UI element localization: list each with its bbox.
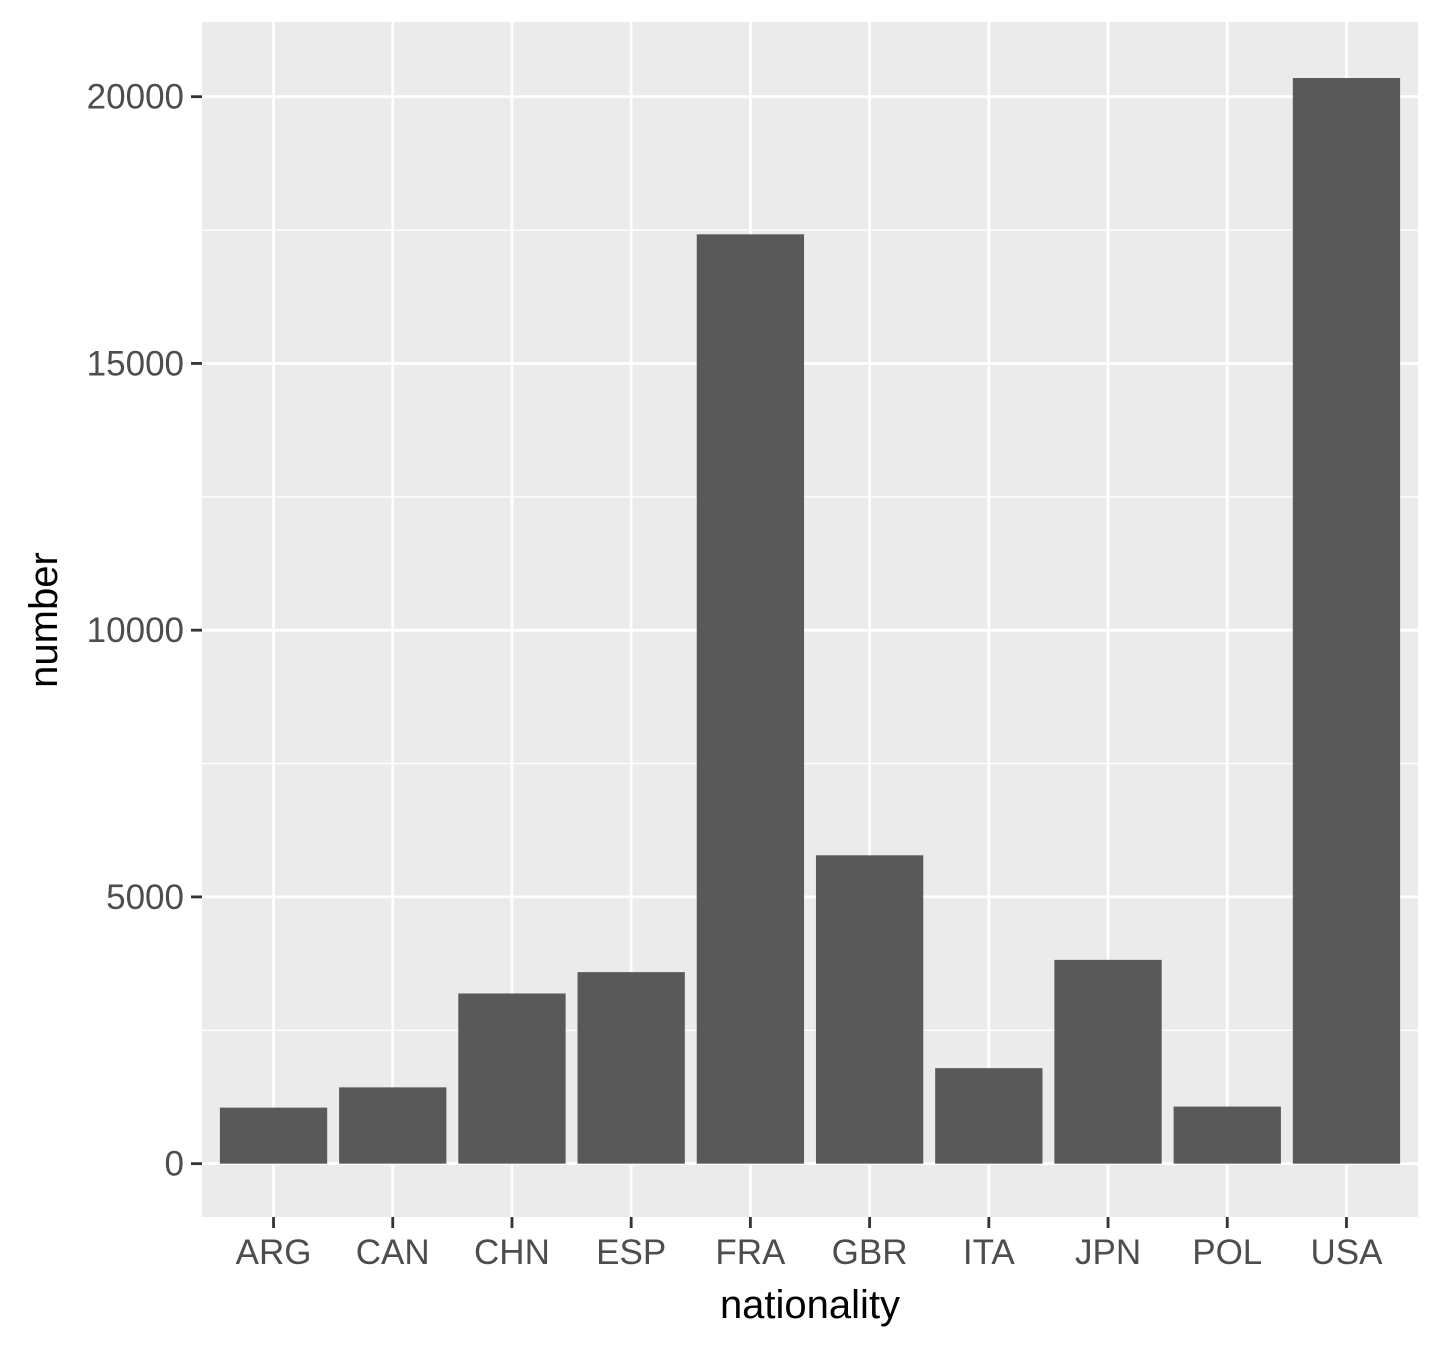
bar-chn [458, 993, 566, 1164]
x-tick-label: FRA [715, 1233, 786, 1272]
y-axis-title: number [22, 552, 66, 688]
x-axis-title: nationality [720, 1283, 900, 1327]
y-tick-label: 20000 [87, 78, 184, 117]
bar-ita [935, 1068, 1043, 1164]
bar-jpn [1054, 959, 1162, 1164]
bar-can [339, 1087, 447, 1164]
x-tick-label: USA [1310, 1233, 1383, 1272]
bars [219, 78, 1401, 1164]
y-tick-label: 0 [165, 1145, 184, 1184]
y-tick-label: 10000 [87, 611, 184, 650]
bar-usa [1292, 78, 1401, 1164]
x-axis: ARG CAN CHN ESP FRA GBR ITA JPN POL USA [236, 1217, 1383, 1272]
x-tick-label: JPN [1075, 1233, 1141, 1272]
bar-arg [219, 1107, 328, 1164]
x-tick-label: POL [1192, 1233, 1262, 1272]
y-axis: 0 5000 10000 15000 20000 [87, 78, 202, 1184]
x-tick-label: ARG [236, 1233, 312, 1272]
x-tick-label: ESP [596, 1233, 666, 1272]
bar-fra [696, 234, 805, 1164]
y-tick-label: 5000 [106, 878, 184, 917]
bar-pol [1173, 1106, 1281, 1164]
bar-gbr [815, 855, 924, 1164]
x-tick-label: GBR [832, 1233, 908, 1272]
y-tick-label: 15000 [87, 344, 184, 383]
x-tick-label: ITA [963, 1233, 1016, 1272]
x-tick-label: CAN [356, 1233, 430, 1272]
x-tick-label: CHN [474, 1233, 550, 1272]
minor-gridlines [202, 229, 1418, 1031]
plot-panel [202, 22, 1418, 1217]
bar-esp [577, 972, 685, 1164]
